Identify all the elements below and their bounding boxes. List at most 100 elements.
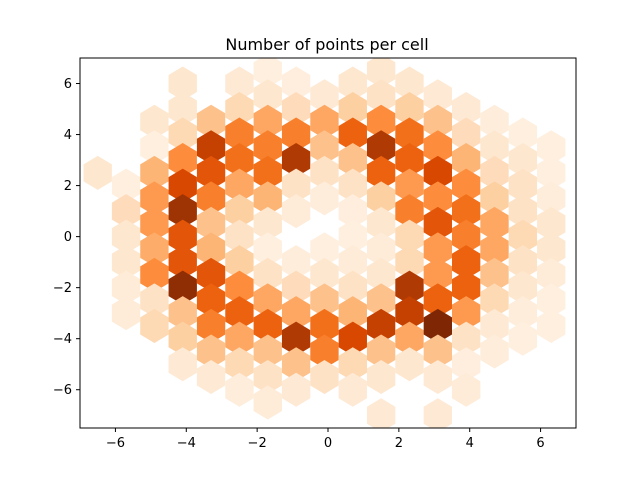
hex-cell [508, 219, 538, 254]
hex-cell [395, 143, 424, 178]
hex-cell [452, 168, 481, 203]
hex-cell [253, 385, 282, 420]
hex-cell [423, 181, 452, 216]
hex-cell [253, 232, 282, 267]
hex-cell [508, 321, 538, 356]
hex-cell [537, 130, 566, 165]
hex-cell [281, 270, 311, 305]
hex-cell [452, 92, 481, 127]
hex-cell [225, 245, 254, 280]
hex-cell [253, 79, 282, 114]
hex-cell [366, 308, 396, 343]
hex-cell [281, 143, 311, 178]
hex-cell [395, 66, 424, 101]
hex-cell [338, 117, 367, 152]
x-axis: −6 −4 −2 0 2 4 6 [106, 428, 545, 451]
hex-cell [366, 398, 396, 428]
hex-cell [281, 66, 311, 101]
hex-cell [196, 104, 226, 139]
hex-cell [111, 270, 141, 305]
chart-title: Number of points per cell [225, 35, 428, 54]
hex-cell [452, 143, 481, 178]
hex-cell [140, 308, 169, 343]
hex-cell [140, 257, 169, 292]
hex-cell [310, 257, 339, 292]
hex-cell [168, 194, 197, 229]
hex-cell [508, 296, 538, 331]
hex-cell [423, 79, 452, 114]
hex-cell [480, 334, 509, 369]
hex-cell [140, 181, 169, 216]
hex-cell [310, 283, 339, 318]
hex-cell [480, 257, 509, 292]
hex-cell [168, 66, 197, 101]
y-tick-label: 4 [64, 128, 72, 143]
hex-cell [452, 270, 481, 305]
x-tick-label: 0 [324, 436, 332, 451]
x-tick-label: −4 [177, 436, 196, 451]
hex-cell [253, 181, 282, 216]
hex-cell [366, 232, 396, 267]
hex-cell [225, 321, 254, 356]
hex-cell [140, 283, 169, 318]
hex-cell [338, 168, 367, 203]
hex-cell [310, 130, 339, 165]
hex-cell [338, 143, 367, 178]
hex-cell [196, 130, 226, 165]
hex-cell [168, 296, 197, 331]
x-tick-label: 6 [536, 436, 544, 451]
hex-cell [281, 92, 311, 127]
hex-cell [537, 232, 566, 267]
hex-cell [366, 155, 396, 190]
hex-cell [338, 270, 367, 305]
hex-cell [310, 359, 339, 394]
hex-cell [423, 232, 452, 267]
hex-cell [253, 308, 282, 343]
hex-cell [452, 296, 481, 331]
hex-cell [196, 257, 226, 292]
hex-cell [168, 219, 197, 254]
hex-cell [225, 296, 254, 331]
hex-cell [508, 245, 538, 280]
hex-cell [225, 347, 254, 382]
hex-cell [508, 270, 538, 305]
hex-cell [366, 181, 396, 216]
hex-cell [480, 130, 509, 165]
hex-cell [338, 245, 367, 280]
hex-cell [281, 296, 311, 331]
hex-cell [395, 296, 424, 331]
y-tick-label: 0 [64, 230, 72, 245]
hex-cell [423, 334, 452, 369]
hex-cell [225, 372, 254, 407]
hex-cell [253, 283, 282, 318]
hex-cell [452, 321, 481, 356]
hex-cell [281, 194, 311, 229]
hex-cell [395, 321, 424, 356]
hex-cell [168, 143, 197, 178]
hex-cell [338, 296, 367, 331]
hex-cell [423, 257, 452, 292]
hex-cell [366, 359, 396, 394]
hex-cell [310, 104, 339, 139]
hex-cell [452, 117, 481, 152]
hex-cell [196, 206, 226, 241]
hex-cell [395, 245, 424, 280]
hex-cell [225, 66, 254, 101]
hex-cell [338, 194, 367, 229]
hex-cell [140, 206, 169, 241]
hex-cell [537, 283, 566, 318]
hex-cell [225, 270, 254, 305]
hex-cell [140, 104, 169, 139]
hex-cell [225, 194, 254, 229]
hex-cell [281, 245, 311, 280]
hex-cell [423, 155, 452, 190]
hex-cell [225, 143, 254, 178]
hex-cell [480, 155, 509, 190]
hex-cell [338, 347, 367, 382]
hex-cell [338, 321, 367, 356]
hex-cell [480, 232, 509, 267]
hex-cell [281, 117, 311, 152]
y-axis: −6 −4 −2 0 2 4 6 [53, 77, 80, 398]
hex-cell [168, 321, 197, 356]
